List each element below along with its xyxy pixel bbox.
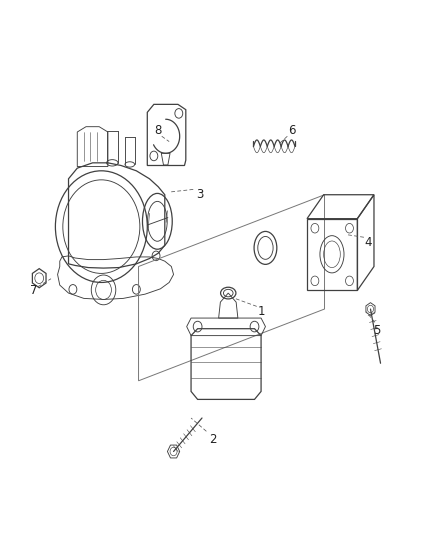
Text: 5: 5	[372, 324, 380, 337]
Text: 3: 3	[196, 188, 203, 201]
Text: 4: 4	[364, 236, 371, 249]
Text: 2: 2	[209, 433, 216, 446]
Text: 1: 1	[257, 305, 264, 318]
Text: 8: 8	[154, 124, 162, 138]
Text: 6: 6	[287, 124, 295, 138]
Text: 7: 7	[30, 284, 37, 297]
